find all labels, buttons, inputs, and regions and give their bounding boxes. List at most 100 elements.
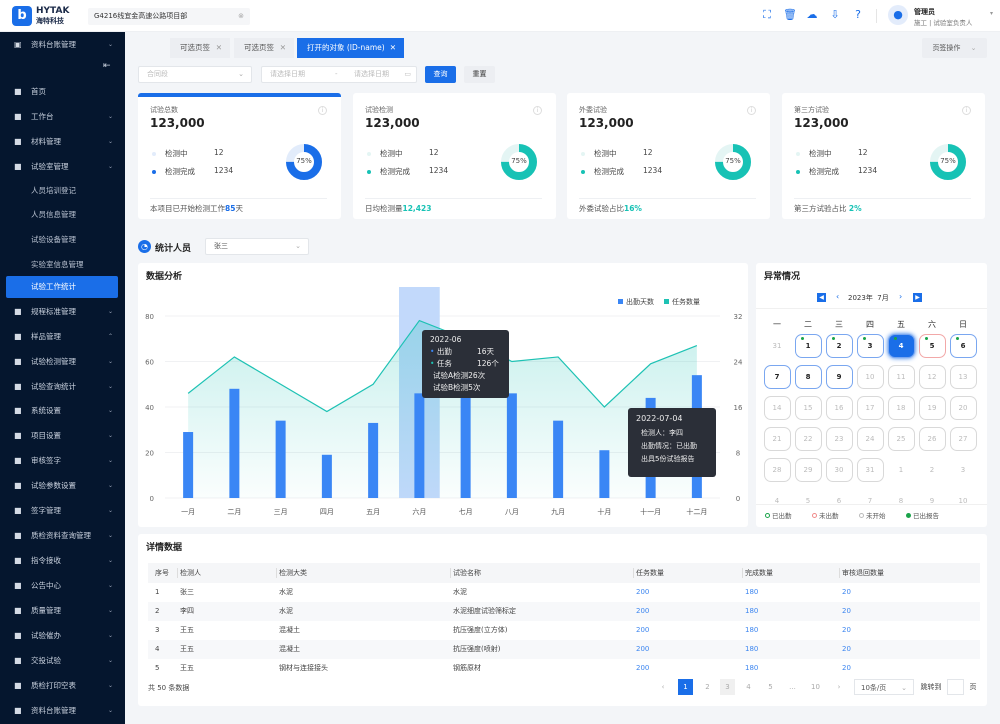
- sidebar-item[interactable]: ■ 试验参数设置 ⌄: [0, 475, 125, 497]
- calendar-day[interactable]: 1: [888, 458, 915, 482]
- calendar-day[interactable]: 6: [949, 334, 977, 358]
- table-row[interactable]: [148, 659, 980, 678]
- contract-select[interactable]: 合同段 ⌄: [138, 66, 252, 83]
- calendar-day[interactable]: 27: [949, 427, 977, 451]
- person-select[interactable]: 张三 ⌄: [205, 238, 309, 255]
- calendar-day[interactable]: 5: [795, 489, 822, 513]
- table-cell[interactable]: 20: [842, 664, 851, 672]
- table-cell[interactable]: 180: [745, 607, 759, 615]
- page-button[interactable]: 10: [811, 683, 820, 691]
- calendar-day[interactable]: 11: [887, 365, 915, 389]
- page-button[interactable]: 4: [746, 683, 751, 691]
- calendar-day[interactable]: 2: [825, 334, 853, 358]
- collapse-menu-icon[interactable]: ⇤: [103, 61, 111, 71]
- table-cell[interactable]: 180: [745, 645, 759, 653]
- info-icon[interactable]: i: [533, 106, 542, 115]
- sidebar-item[interactable]: ■ 质检资料查询管理 ⌄: [0, 525, 125, 547]
- calendar-day[interactable]: 14: [763, 396, 791, 420]
- close-icon[interactable]: ✕: [389, 43, 396, 52]
- tab[interactable]: 打开的对象 (ID-name) ✕: [297, 38, 404, 58]
- date-end-placeholder[interactable]: 请选择日期: [354, 70, 389, 78]
- calendar-day[interactable]: 17: [856, 396, 884, 420]
- table-row[interactable]: [148, 621, 980, 640]
- sidebar-item[interactable]: ■ 质量管理 ⌄: [0, 600, 125, 622]
- calendar-day[interactable]: 9: [825, 365, 853, 389]
- sidebar-item[interactable]: ■ 首页: [0, 81, 125, 103]
- table-cell[interactable]: 20: [842, 588, 851, 596]
- table-cell[interactable]: 180: [745, 588, 759, 596]
- sidebar-item[interactable]: ■ 试验室管理 ⌄: [0, 156, 125, 178]
- calendar-day[interactable]: 1: [794, 334, 822, 358]
- sidebar-item[interactable]: ■ 试验催办 ⌄: [0, 625, 125, 647]
- calendar-day[interactable]: 8: [888, 489, 915, 513]
- calendar-day[interactable]: 23: [825, 427, 853, 451]
- trash-icon[interactable]: 🗑: [783, 8, 797, 21]
- calendar-day[interactable]: 19: [918, 396, 946, 420]
- prev-month-button[interactable]: ‹: [836, 292, 840, 301]
- page-button[interactable]: 2: [705, 683, 710, 691]
- table-cell[interactable]: 200: [636, 645, 650, 653]
- table-cell[interactable]: 20: [842, 645, 851, 653]
- sidebar-item[interactable]: ■ 公告中心 ⌄: [0, 575, 125, 597]
- table-cell[interactable]: 20: [842, 626, 851, 634]
- project-selector[interactable]: G4216线宜金高速公路项目部 ⊗: [88, 8, 250, 25]
- table-row[interactable]: [148, 583, 980, 602]
- sidebar-item[interactable]: ■ 签字管理 ⌄: [0, 500, 125, 522]
- calendar-day[interactable]: 22: [794, 427, 822, 451]
- calendar-day[interactable]: 18: [887, 396, 915, 420]
- calendar-day[interactable]: 29: [794, 458, 822, 482]
- table-cell[interactable]: 200: [636, 626, 650, 634]
- calendar-day[interactable]: 3: [856, 334, 884, 358]
- sidebar-item-top[interactable]: ▣ 资料台账管理 ⌄: [0, 34, 125, 56]
- prev-year-button[interactable]: ◀: [817, 293, 826, 302]
- page-button[interactable]: 1: [678, 679, 693, 695]
- close-icon[interactable]: ✕: [215, 43, 222, 52]
- tab[interactable]: 可选页签 ✕: [170, 38, 230, 58]
- jump-input[interactable]: [947, 679, 964, 695]
- user-menu-chevron-icon[interactable]: ▾: [990, 10, 994, 17]
- next-month-button[interactable]: ›: [899, 292, 903, 301]
- calendar-day[interactable]: 16: [825, 396, 853, 420]
- page-button[interactable]: 5: [768, 683, 773, 691]
- calendar-day[interactable]: 6: [826, 489, 853, 513]
- table-cell[interactable]: 200: [636, 664, 650, 672]
- page-size-select[interactable]: 10条/页 ⌄: [854, 679, 914, 695]
- calendar-day[interactable]: 28: [763, 458, 791, 482]
- next-page-button[interactable]: ›: [837, 683, 841, 691]
- sidebar-item[interactable]: ■ 指令接收 ⌄: [0, 550, 125, 572]
- sidebar-item[interactable]: ■ 质检打印空表 ⌄: [0, 675, 125, 697]
- date-range-input[interactable]: 请选择日期 - 请选择日期 ▭: [261, 66, 417, 83]
- calendar-day[interactable]: 31: [856, 458, 884, 482]
- sidebar-item[interactable]: ■ 项目设置 ⌄: [0, 425, 125, 447]
- calendar-day[interactable]: 13: [949, 365, 977, 389]
- info-icon[interactable]: i: [962, 106, 971, 115]
- sidebar-item[interactable]: ■ 样品管理 ⌃: [0, 326, 125, 348]
- table-cell[interactable]: 180: [745, 664, 759, 672]
- sidebar-item[interactable]: 人员培训登记: [0, 180, 125, 202]
- calendar-day[interactable]: 21: [763, 427, 791, 451]
- table-cell[interactable]: 200: [636, 588, 650, 596]
- sidebar-item[interactable]: ■ 规程标准管理 ⌄: [0, 301, 125, 323]
- table-cell[interactable]: 200: [636, 607, 650, 615]
- calendar-day[interactable]: 5: [918, 334, 946, 358]
- calendar-day[interactable]: 15: [794, 396, 822, 420]
- reset-button[interactable]: 重置: [464, 66, 495, 83]
- calendar-day[interactable]: 30: [825, 458, 853, 482]
- calendar-day[interactable]: 4: [764, 489, 791, 513]
- sidebar-item[interactable]: ■ 工作台 ⌄: [0, 106, 125, 128]
- sidebar-item[interactable]: 试验工作统计: [6, 276, 118, 298]
- calendar-day[interactable]: 25: [887, 427, 915, 451]
- calendar-day[interactable]: 4: [887, 334, 915, 358]
- fullscreen-icon[interactable]: ⛶: [763, 8, 771, 21]
- calendar-day[interactable]: 20: [949, 396, 977, 420]
- sidebar-item[interactable]: ■ 交投试验 ⌄: [0, 650, 125, 672]
- sidebar-item[interactable]: ■ 材料管理 ⌄: [0, 131, 125, 153]
- clear-icon[interactable]: ⊗: [238, 12, 244, 20]
- download-icon[interactable]: ⇩: [830, 8, 840, 21]
- calendar-day[interactable]: 3: [950, 458, 977, 482]
- cloud-icon[interactable]: ☁: [806, 8, 818, 21]
- help-icon[interactable]: ?: [855, 8, 861, 21]
- query-button[interactable]: 查询: [425, 66, 456, 83]
- calendar-day[interactable]: 8: [794, 365, 822, 389]
- calendar-day[interactable]: 12: [918, 365, 946, 389]
